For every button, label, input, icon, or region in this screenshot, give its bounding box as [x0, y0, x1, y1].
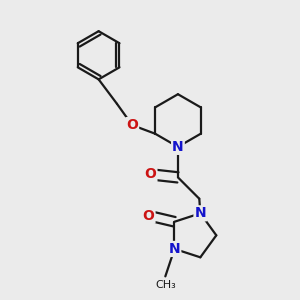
Text: O: O	[142, 208, 154, 223]
Text: N: N	[172, 140, 184, 154]
Text: N: N	[194, 206, 206, 220]
Text: O: O	[145, 167, 156, 181]
Text: CH₃: CH₃	[155, 280, 176, 290]
Text: O: O	[126, 118, 138, 132]
Text: N: N	[169, 242, 180, 256]
